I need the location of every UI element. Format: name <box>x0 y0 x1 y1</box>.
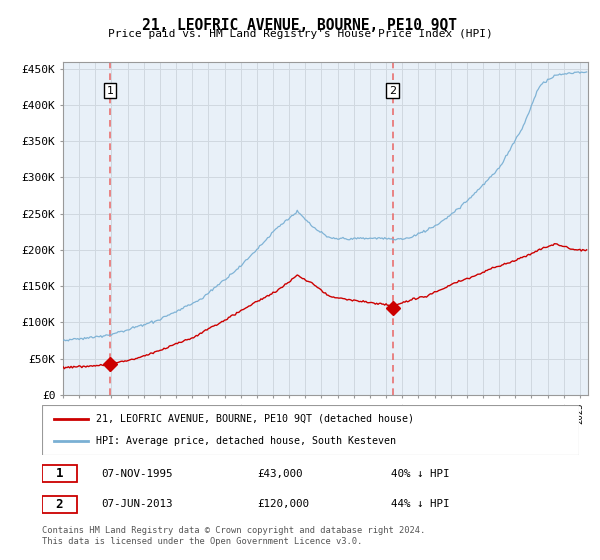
Text: 07-NOV-1995: 07-NOV-1995 <box>101 469 173 479</box>
Text: 2: 2 <box>389 86 397 96</box>
Text: 1: 1 <box>56 467 63 480</box>
Text: Price paid vs. HM Land Registry's House Price Index (HPI): Price paid vs. HM Land Registry's House … <box>107 29 493 39</box>
FancyBboxPatch shape <box>42 465 77 482</box>
FancyBboxPatch shape <box>42 496 77 513</box>
Text: 21, LEOFRIC AVENUE, BOURNE, PE10 9QT (detached house): 21, LEOFRIC AVENUE, BOURNE, PE10 9QT (de… <box>96 414 414 424</box>
FancyBboxPatch shape <box>42 405 579 455</box>
Text: 44% ↓ HPI: 44% ↓ HPI <box>391 500 449 510</box>
Text: 21, LEOFRIC AVENUE, BOURNE, PE10 9QT: 21, LEOFRIC AVENUE, BOURNE, PE10 9QT <box>143 18 458 34</box>
Text: Contains HM Land Registry data © Crown copyright and database right 2024.
This d: Contains HM Land Registry data © Crown c… <box>42 526 425 546</box>
Text: 2: 2 <box>56 498 63 511</box>
Text: £43,000: £43,000 <box>257 469 302 479</box>
Text: 1: 1 <box>107 86 113 96</box>
Text: 07-JUN-2013: 07-JUN-2013 <box>101 500 173 510</box>
Text: HPI: Average price, detached house, South Kesteven: HPI: Average price, detached house, Sout… <box>96 436 396 446</box>
Text: 40% ↓ HPI: 40% ↓ HPI <box>391 469 449 479</box>
Text: £120,000: £120,000 <box>257 500 309 510</box>
